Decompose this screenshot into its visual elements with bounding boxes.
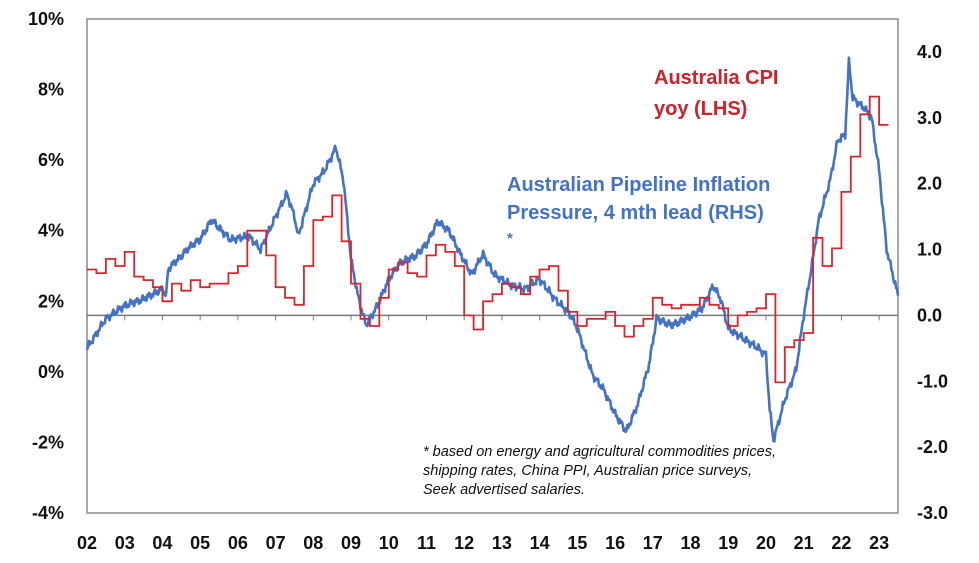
x-tick-label: 07 (266, 533, 286, 553)
right-tick-label: -2.0 (917, 437, 948, 457)
x-tick-label: 18 (681, 533, 701, 553)
footnote-line: Seek advertised salaries. (423, 482, 585, 498)
left-tick-label: 6% (38, 150, 64, 170)
pipeline-label-line: * (507, 230, 513, 247)
right-tick-label: 2.0 (917, 174, 942, 194)
left-tick-label: -2% (32, 432, 64, 452)
left-tick-label: 4% (38, 221, 64, 241)
x-tick-label: 04 (152, 533, 172, 553)
right-tick-label: 1.0 (917, 240, 942, 260)
x-tick-label: 15 (567, 533, 587, 553)
x-tick-label: 11 (417, 533, 436, 553)
x-tick-label: 19 (718, 533, 738, 553)
series-group (85, 56, 900, 443)
x-tick-label: 13 (492, 533, 512, 553)
right-y-axis: 4.0 3.0 2.0 1.0 0.0 -1.0 -2.0 -3.0 (917, 42, 948, 523)
right-tick-label: 0.0 (917, 305, 942, 325)
x-tick-label: 09 (341, 533, 361, 553)
pipeline-label: Australian Pipeline Inflation Pressure, … (507, 174, 770, 247)
x-tick-label: 02 (77, 533, 97, 553)
pipeline-label-line: Pressure, 4 mth lead (RHS) (507, 202, 764, 224)
x-tick-label: 23 (869, 533, 889, 553)
left-tick-label: 10% (28, 9, 64, 29)
cpi-series-line (87, 95, 889, 384)
x-axis: 02 03 04 05 06 07 08 09 10 11 12 13 14 15 16 17 18 19 20 21… (77, 314, 898, 553)
right-tick-label: 4.0 (917, 42, 942, 62)
left-tick-label: -4% (32, 503, 64, 523)
x-tick-label: 20 (756, 533, 776, 553)
left-tick-label: 8% (38, 80, 64, 100)
footnote: * based on energy and agricultural commo… (423, 444, 776, 498)
cpi-label-line: yoy (LHS) (654, 98, 747, 120)
pipeline-series-line (85, 56, 900, 443)
cpi-label-line: Australia CPI (654, 67, 778, 89)
right-tick-label: -3.0 (917, 503, 948, 523)
x-tick-label: 05 (190, 533, 210, 553)
right-tick-label: 3.0 (917, 108, 942, 128)
left-y-axis: 10% 8% 6% 4% 2% 0% -2% -4% (28, 9, 64, 523)
x-tick-label: 12 (454, 533, 474, 553)
x-tick-label: 17 (643, 533, 663, 553)
x-tick-label: 22 (831, 533, 851, 553)
right-tick-label: -1.0 (917, 371, 948, 391)
pipeline-label-line: Australian Pipeline Inflation (507, 174, 770, 196)
x-tick-label: 06 (228, 533, 248, 553)
x-tick-label: 16 (605, 533, 625, 553)
x-tick-label: 08 (303, 533, 323, 553)
left-tick-label: 0% (38, 362, 64, 382)
x-tick-label: 10 (379, 533, 399, 553)
x-tick-label: 14 (530, 533, 550, 553)
plot-frame (86, 18, 899, 514)
x-tick-label: 21 (794, 533, 814, 553)
footnote-line: * based on energy and agricultural commo… (423, 444, 776, 460)
x-tick-label: 03 (115, 533, 135, 553)
cpi-label: Australia CPI yoy (LHS) (654, 67, 778, 120)
footnote-line: shipping rates, China PPI, Australian pr… (423, 463, 752, 479)
left-tick-label: 2% (38, 291, 64, 311)
